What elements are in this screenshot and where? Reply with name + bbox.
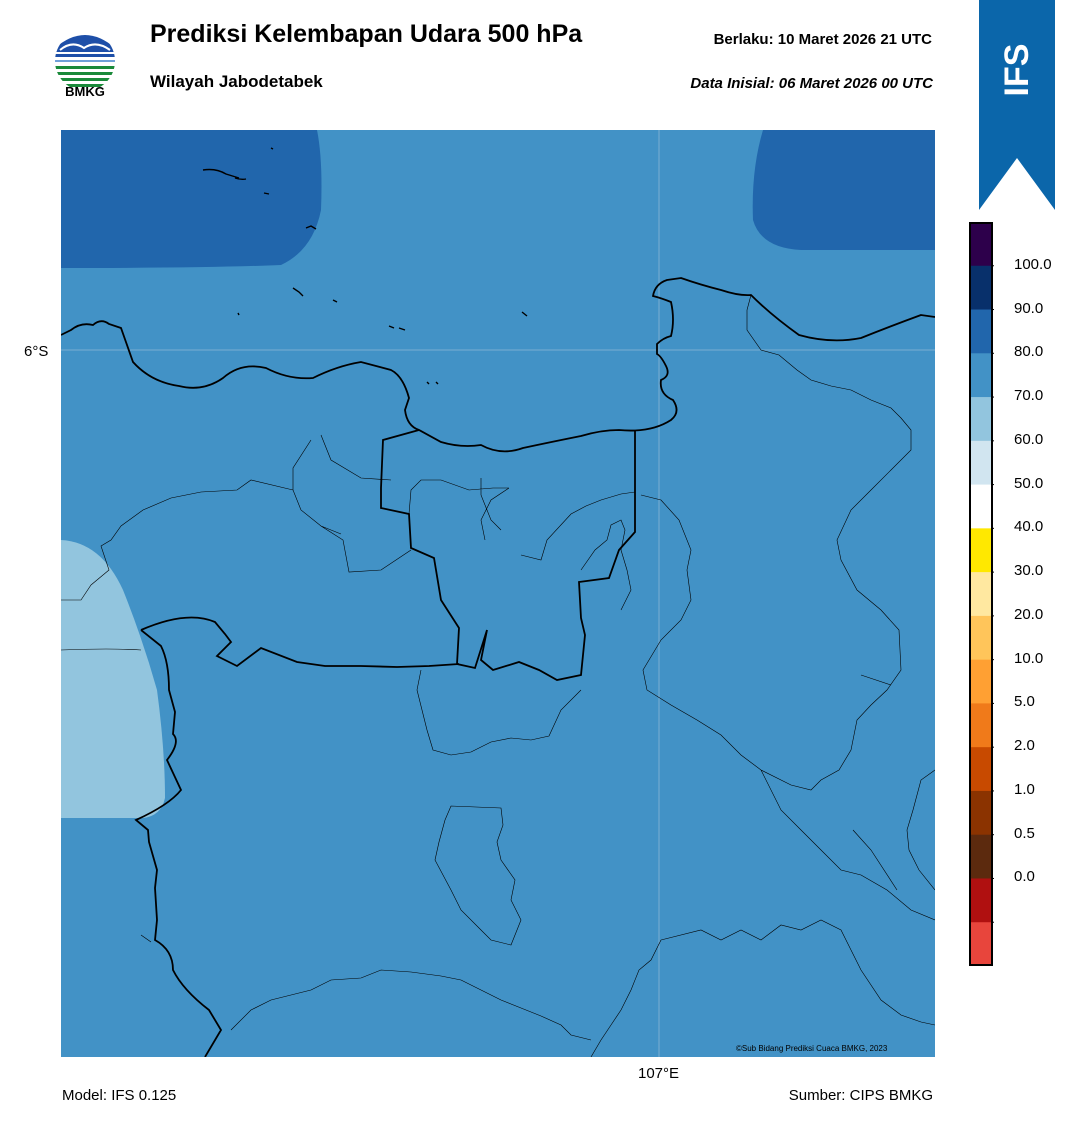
map-title: Prediksi Kelembapan Udara 500 hPa [150,20,583,48]
colorbar-frame [969,222,993,966]
colorbar-tick-label: 90.0 [1014,299,1044,317]
colorbar-tick-label: 70.0 [1014,387,1044,405]
colorbar-tick-label: 10.0 [1014,649,1044,667]
model-label: Model: IFS 0.125 [62,1087,177,1104]
colorbar-tick-label: 20.0 [1014,605,1044,623]
colorbar-tick-label: 1.0 [1014,780,1035,798]
humidity-colorbar [969,222,994,966]
map-subtitle: Wilayah Jabodetabek [150,72,323,91]
ifs-badge-label: IFS [997,43,1036,97]
source-label: Sumber: CIPS BMKG [788,1087,933,1104]
colorbar-swatch [970,834,992,879]
colorbar-tick-label: 2.0 [1014,737,1035,755]
colorbar-swatch [970,703,992,748]
colorbar-swatch [970,222,992,267]
colorbar-tick-label: 0.0 [1014,868,1035,886]
valid-time: Berlaku: 10 Maret 2026 21 UTC [713,31,932,48]
colorbar-swatch [970,397,992,442]
coastline [61,277,935,453]
colorbar-swatch [970,878,992,923]
colorbar-swatch [970,922,992,966]
colorbar-tick-label: 30.0 [1014,562,1044,580]
colorbar-tick-label: 80.0 [1014,343,1044,361]
copyright-note: ©Sub Bidang Prediksi Cuaca BMKG, 2023 [736,1044,888,1053]
colorbar-swatch [970,790,992,836]
colorbar-swatch [970,484,992,529]
colorbar-tick-label: 5.0 [1014,693,1035,711]
colorbar-tick-label: 40.0 [1014,518,1044,536]
colorbar-tick-label: 0.5 [1014,824,1035,842]
colorbar-swatch [970,440,992,486]
colorbar-swatch [970,353,992,398]
ifs-ribbon-badge [979,0,1055,210]
colorbar-swatch [970,615,992,661]
humidity-high-region-nw [61,130,322,268]
humidity-high-region-ne [752,130,935,250]
initial-time: Data Inisial: 06 Maret 2026 00 UTC [690,75,933,92]
colorbar-swatch [970,659,992,704]
logo-text: BMKG [65,84,105,99]
longitude-label: 107°E [638,1065,680,1082]
humidity-low-region-w [61,540,165,818]
humidity-map [61,130,935,1057]
bmkg-logo-icon [55,31,115,91]
colorbar-tick-label: 60.0 [1014,430,1044,448]
colorbar-tick-label: 50.0 [1014,474,1044,492]
thousand-islands [202,147,528,385]
colorbar-swatch [970,747,992,792]
colorbar-swatch [970,528,992,573]
colorbar-swatch [970,309,992,354]
colorbar-tick-label: 100.0 [1014,255,1052,273]
humidity-base-region [61,130,935,1057]
colorbar-swatch [970,572,992,617]
colorbar-swatch [970,265,992,311]
regency-boundary [61,294,935,1057]
latitude-label: 6°S [24,343,49,360]
